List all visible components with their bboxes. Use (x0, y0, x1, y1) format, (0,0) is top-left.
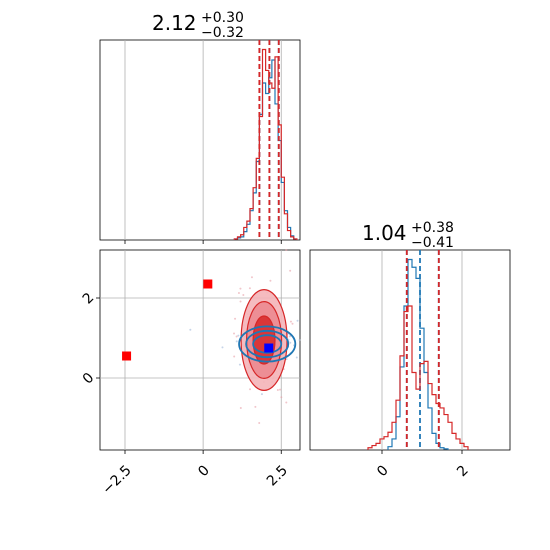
scatter-point (289, 269, 292, 272)
contours (238, 289, 297, 392)
tick-label: 0 (80, 370, 98, 388)
panel-title: 2.12 +0.30 −0.32 (152, 10, 244, 41)
title-minus: −0.41 (411, 235, 454, 251)
title-plus: +0.38 (411, 220, 454, 236)
scatter-point (221, 346, 224, 349)
scatter-point (234, 317, 237, 320)
marker-square (122, 351, 132, 361)
scatter-point (291, 322, 294, 325)
panel-frame (309, 249, 511, 451)
joint-contour-panel: −2.5 0 2.5 0 2 (80, 248, 329, 498)
tick-label: 2 (80, 290, 98, 308)
tick-label: 2 (454, 462, 472, 480)
truth-markers (122, 279, 274, 361)
scatter-point (235, 335, 238, 338)
marker-square (264, 343, 274, 353)
title-plus: +0.30 (201, 10, 244, 26)
histogram-series (367, 305, 469, 450)
scatter-point (258, 422, 261, 425)
scatter-point (248, 287, 251, 290)
tick-label: −2.5 (99, 462, 134, 497)
grid (381, 250, 463, 450)
histogram-series (233, 48, 298, 240)
tick-label: 0 (195, 462, 213, 480)
x-ticks (124, 240, 282, 244)
title-value: 2.12 (152, 11, 197, 35)
title-value: 1.04 (362, 221, 407, 245)
blue-contour-level (238, 325, 297, 363)
scatter-point (249, 388, 252, 391)
scatter-point (189, 328, 192, 331)
marker-square (203, 279, 213, 289)
scatter-point (279, 388, 282, 391)
scatter-point (289, 320, 292, 323)
scatter-point (285, 401, 288, 404)
scatter-point (298, 339, 301, 342)
scatter-point (254, 405, 257, 408)
scatter-point (260, 393, 263, 396)
scatter-point (237, 292, 240, 295)
scatter-point (276, 388, 279, 391)
scatter-point (242, 294, 245, 297)
blue-contour-level (245, 329, 290, 359)
scatter-point (237, 334, 240, 337)
scatter-point (239, 407, 242, 410)
scatter-point (238, 363, 241, 366)
scatter-point (239, 287, 242, 290)
tick-label: 2.5 (264, 462, 291, 489)
scatter-point (250, 276, 253, 279)
scatter-point (233, 332, 236, 335)
scatter-point (289, 341, 292, 344)
scatter-point (288, 335, 291, 338)
scatter-point (235, 340, 238, 343)
scatter-point (285, 248, 288, 251)
panel-frame (99, 39, 301, 241)
scatter-point (280, 396, 283, 399)
title-minus: −0.32 (201, 25, 244, 41)
scatter-point (269, 279, 272, 282)
panel-title: 1.04 +0.38 −0.41 (362, 220, 454, 251)
scatter-point (296, 319, 299, 322)
scatter-point (295, 356, 298, 359)
marginal-histogram-param1: 2.12 +0.30 −0.32 (99, 10, 301, 244)
tick-label: 0 (374, 462, 392, 480)
blue-contour-level (252, 334, 283, 354)
histogram-steps (233, 40, 298, 240)
scatter-point (233, 355, 236, 358)
histogram-steps (367, 250, 469, 450)
scatter-point (239, 300, 242, 303)
